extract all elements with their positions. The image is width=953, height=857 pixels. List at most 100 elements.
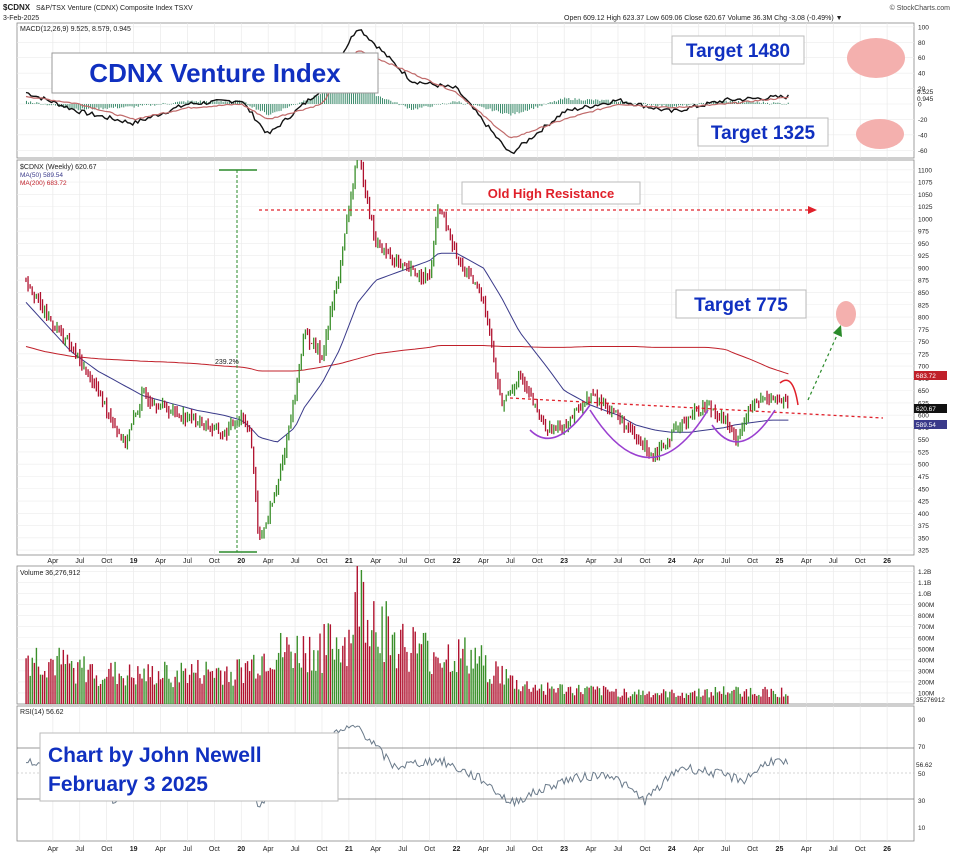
x-tick-label: Apr — [155, 846, 167, 853]
volume-bar — [580, 692, 582, 704]
volume-bar — [586, 686, 588, 704]
macd-hist-bar — [235, 100, 237, 104]
volume-bar — [718, 691, 721, 704]
macd-hist-bar — [268, 104, 270, 116]
macd-hist-bar — [557, 100, 559, 104]
volume-bar — [453, 660, 456, 704]
volume-bar — [174, 676, 176, 704]
macd-hist-bar — [193, 101, 195, 104]
volume-bar — [44, 671, 46, 704]
volume-bar — [760, 696, 762, 704]
projected-hook — [779, 379, 799, 406]
macd-hist-bar — [307, 100, 309, 104]
volume-bar — [443, 662, 445, 704]
macd-hist-bar — [114, 104, 116, 107]
y-tick-label: 375 — [918, 523, 929, 530]
y-tick-label: 450 — [918, 486, 929, 493]
macd-hist-bar — [752, 102, 754, 104]
target-projection-arrowhead — [833, 325, 842, 337]
volume-bar — [383, 662, 385, 704]
macd-hist-bar — [92, 104, 94, 110]
macd-hist-bar — [458, 101, 460, 104]
volume-bar — [667, 697, 669, 704]
macd-hist-bar — [597, 99, 599, 104]
macd-hist-bar — [162, 102, 164, 104]
volume-bar — [468, 673, 470, 704]
volume-bar — [89, 664, 91, 704]
volume-bar — [253, 654, 255, 704]
volume-bar — [265, 671, 267, 704]
macd-hist-bar — [669, 104, 671, 108]
x-tick-label: Oct — [424, 558, 435, 565]
volume-bar — [114, 661, 116, 704]
macd-hist-bar — [222, 101, 224, 104]
volume-bar — [565, 691, 568, 704]
y-tick-label: 100M — [918, 690, 934, 697]
macd-hist-bar — [371, 92, 373, 104]
x-tick-label: Jul — [291, 846, 300, 853]
volume-bar — [474, 647, 476, 704]
macd-hist-bar — [539, 104, 541, 106]
macd-hist-bar — [75, 104, 77, 109]
volume-bar — [441, 667, 443, 704]
volume-bar — [337, 649, 340, 704]
target-1480-box — [671, 35, 805, 65]
volume-bar — [62, 649, 65, 704]
volume-bar — [615, 688, 617, 704]
ma50-end-label: 589.54 — [916, 422, 936, 429]
macd-hist-bar — [100, 104, 102, 108]
volume-bar — [733, 689, 735, 704]
y-tick-label: 350 — [918, 535, 929, 542]
volume-bar — [578, 684, 580, 704]
volume-bar — [551, 686, 553, 704]
macd-hist-bar — [781, 104, 783, 105]
macd-hist-bar — [444, 103, 446, 105]
volume-bar — [48, 662, 50, 704]
macd-hist-bar — [764, 103, 766, 104]
macd-hist-bar — [274, 104, 276, 113]
y-tick-label: 700 — [918, 364, 929, 371]
volume-bar — [642, 690, 644, 704]
volume-bar — [631, 694, 634, 704]
target-1480-callout: Target 1480 — [686, 41, 790, 62]
macd-hist-bar — [760, 103, 762, 104]
x-tick-label: 23 — [560, 558, 568, 565]
macd-hist-bar — [671, 104, 673, 108]
macd-hist-bar — [487, 104, 489, 110]
macd-hist-bar — [154, 104, 156, 106]
macd-hist-bar — [653, 104, 655, 105]
ma200-line — [25, 345, 789, 375]
cup-arc-2 — [589, 409, 709, 459]
volume-bar — [559, 684, 561, 704]
volume-bar — [621, 695, 623, 704]
volume-bar — [758, 694, 760, 704]
volume-bar — [660, 693, 663, 704]
author-box — [39, 732, 339, 802]
volume-bar — [518, 689, 520, 704]
x-tick-label: 26 — [883, 558, 891, 565]
x-tick-label: Apr — [801, 846, 813, 853]
macd-hist-bar — [46, 104, 48, 106]
volume-bar — [489, 679, 491, 704]
volume-bar — [787, 695, 789, 704]
volume-bar — [501, 665, 503, 704]
volume-legend: Volume 36,276,912 — [20, 570, 80, 577]
macd-hist-bar — [340, 91, 342, 104]
macd-hist-bar — [560, 98, 562, 104]
macd-end-label-1: 9.525 — [917, 89, 934, 96]
volume-bar — [561, 684, 563, 704]
x-tick-label: 23 — [560, 846, 568, 853]
x-tick-label: Oct — [855, 846, 866, 853]
macd-hist-bar — [667, 104, 669, 107]
x-tick-label: Jul — [614, 846, 623, 853]
macd-hist-bar — [50, 104, 52, 106]
macd-hist-bar — [481, 104, 483, 107]
y-tick-label: 0 — [918, 102, 922, 109]
macd-hist-bar — [535, 104, 537, 107]
x-tick-label: Apr — [801, 558, 813, 565]
panel-frame-rsi — [16, 705, 915, 842]
macd-hist-bar — [589, 99, 591, 104]
macd-annotations: CDNX Venture Index Target 1480 Target 13… — [51, 35, 905, 149]
volume-bar — [735, 686, 737, 704]
